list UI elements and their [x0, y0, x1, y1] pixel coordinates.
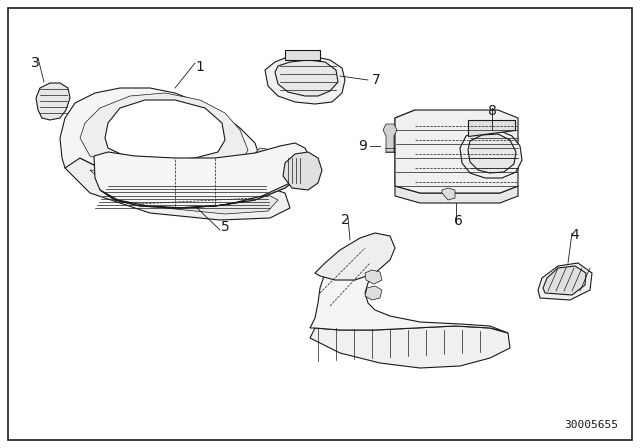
- Polygon shape: [543, 266, 586, 295]
- Polygon shape: [94, 143, 310, 208]
- Polygon shape: [80, 93, 248, 170]
- Polygon shape: [265, 56, 345, 104]
- Polygon shape: [442, 188, 455, 200]
- Text: 3: 3: [31, 56, 40, 70]
- Polygon shape: [538, 263, 592, 300]
- Text: 2: 2: [340, 213, 349, 227]
- Polygon shape: [468, 134, 516, 173]
- Polygon shape: [395, 186, 518, 203]
- Text: 8: 8: [488, 104, 497, 118]
- Text: 4: 4: [571, 228, 579, 242]
- Text: 6: 6: [454, 214, 463, 228]
- Polygon shape: [283, 152, 322, 190]
- Polygon shape: [90, 170, 278, 214]
- Polygon shape: [365, 270, 382, 284]
- Polygon shape: [100, 170, 308, 208]
- Polygon shape: [383, 124, 397, 152]
- Polygon shape: [395, 110, 415, 186]
- Text: 30005655: 30005655: [564, 420, 618, 430]
- Polygon shape: [65, 158, 290, 220]
- Polygon shape: [105, 100, 225, 160]
- Polygon shape: [395, 110, 518, 193]
- Polygon shape: [310, 326, 510, 368]
- Polygon shape: [315, 233, 395, 280]
- Polygon shape: [285, 50, 320, 60]
- Polygon shape: [365, 286, 382, 300]
- Text: 9: 9: [358, 139, 367, 153]
- Text: 5: 5: [221, 220, 229, 234]
- Polygon shape: [36, 83, 70, 120]
- Text: 1: 1: [196, 60, 204, 74]
- Polygon shape: [60, 88, 260, 176]
- Polygon shape: [460, 130, 522, 178]
- Polygon shape: [254, 148, 276, 164]
- Text: 7: 7: [372, 73, 381, 87]
- Polygon shape: [310, 243, 508, 333]
- Polygon shape: [275, 60, 338, 96]
- Polygon shape: [255, 160, 278, 180]
- Polygon shape: [468, 120, 515, 136]
